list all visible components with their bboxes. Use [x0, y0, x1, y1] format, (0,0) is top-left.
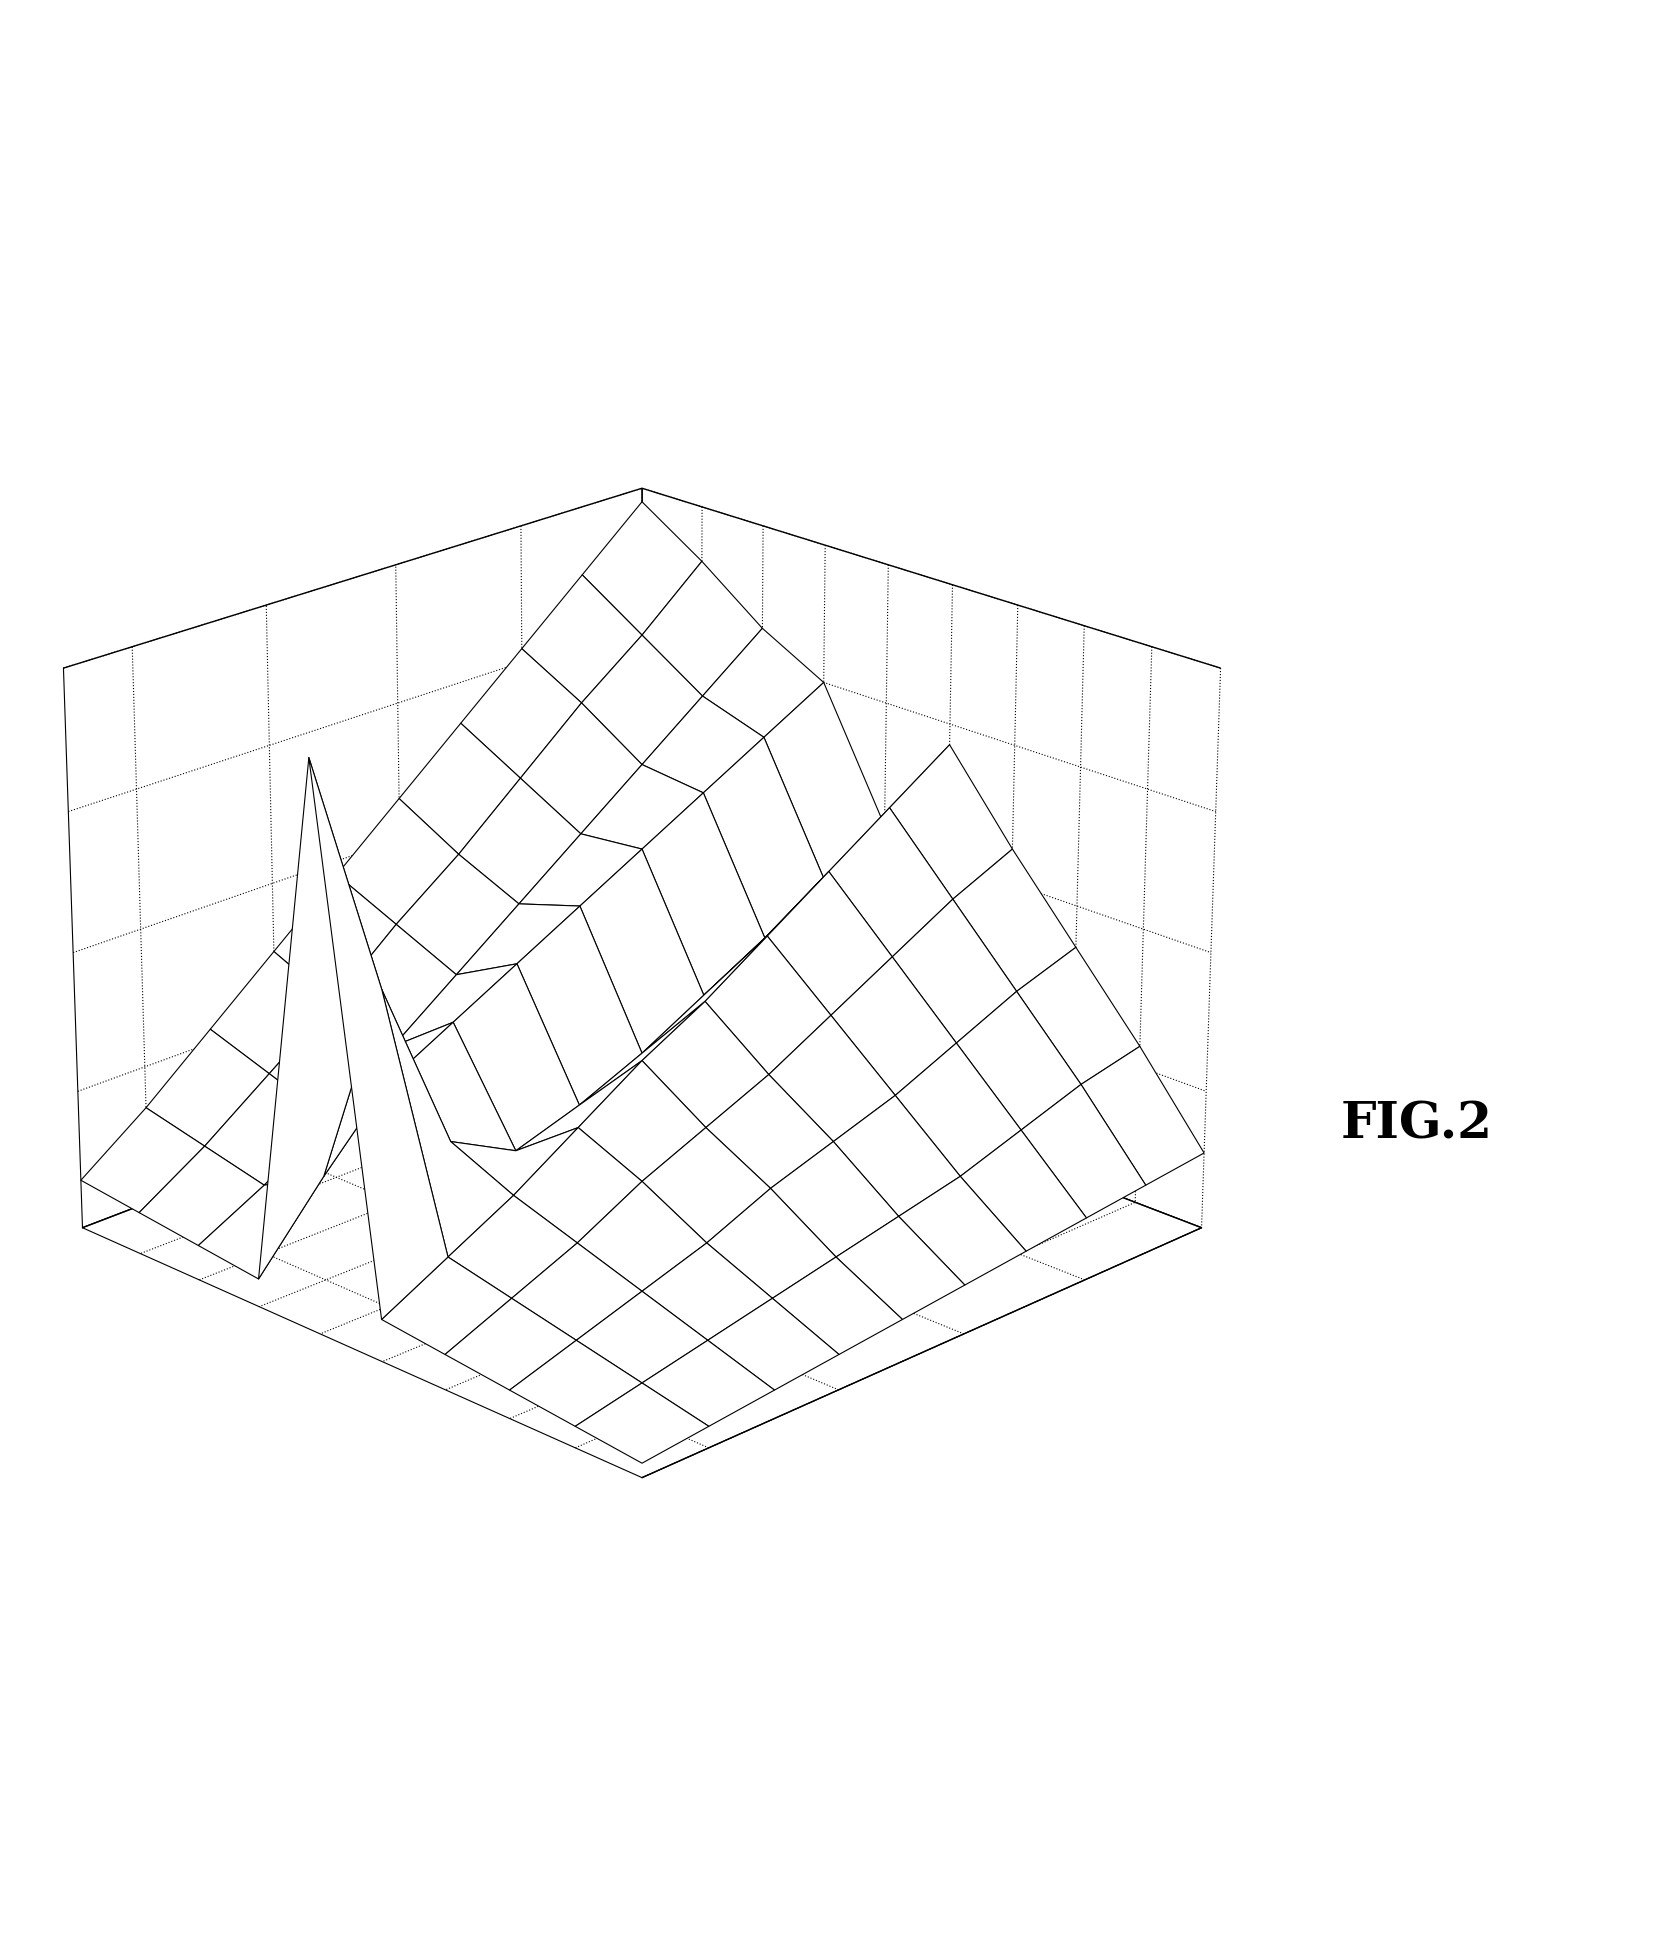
Text: FIG.2: FIG.2 [1340, 1099, 1494, 1150]
